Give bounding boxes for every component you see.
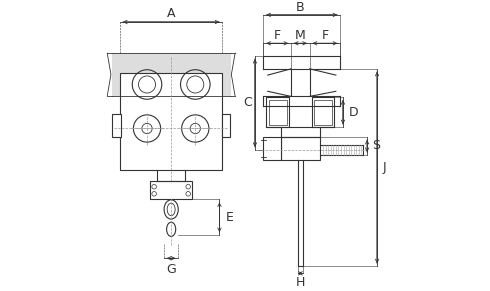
- Text: M: M: [295, 29, 306, 42]
- Text: D: D: [349, 106, 359, 119]
- Polygon shape: [112, 53, 231, 96]
- Polygon shape: [280, 137, 320, 160]
- Text: S: S: [372, 139, 380, 152]
- Polygon shape: [221, 114, 230, 137]
- Text: J: J: [383, 161, 387, 174]
- Text: G: G: [166, 262, 176, 276]
- Text: H: H: [295, 276, 305, 289]
- Polygon shape: [266, 97, 289, 127]
- Text: F: F: [274, 29, 281, 42]
- Polygon shape: [264, 137, 280, 160]
- Polygon shape: [269, 100, 287, 125]
- Polygon shape: [312, 97, 335, 127]
- Polygon shape: [150, 181, 193, 200]
- Text: C: C: [244, 96, 252, 109]
- Text: B: B: [296, 1, 305, 14]
- Polygon shape: [112, 114, 121, 137]
- Polygon shape: [314, 100, 332, 125]
- Text: F: F: [321, 29, 328, 42]
- Text: E: E: [226, 211, 234, 224]
- Text: A: A: [167, 7, 175, 20]
- Polygon shape: [120, 73, 222, 170]
